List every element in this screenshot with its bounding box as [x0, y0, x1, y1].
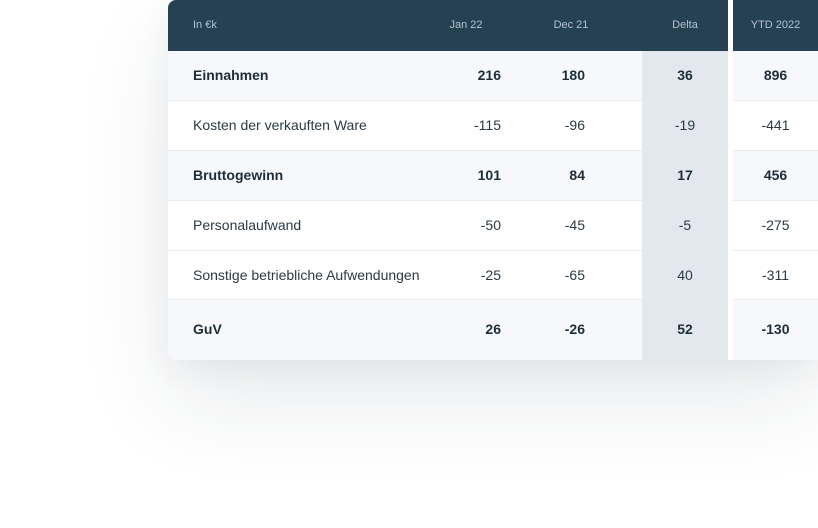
cell-dec-21: 84	[569, 167, 585, 183]
row-divider	[168, 250, 818, 251]
cell-dec-21: -26	[564, 321, 585, 337]
row-label: Kosten der verkauften Ware	[193, 117, 367, 133]
row-divider	[168, 200, 818, 201]
row-sonstige-betriebliche-aufwendungen: Sonstige betriebliche Aufwendungen -25 -…	[168, 251, 818, 300]
cell-delta: -5	[678, 217, 692, 233]
row-bruttogewinn: Bruttogewinn 101 84 17 456	[168, 151, 818, 200]
header-unit-label: In €k	[193, 19, 217, 31]
cell-delta: 40	[677, 267, 693, 283]
cell-delta: 36	[677, 67, 693, 83]
cell-dec-21: -45	[564, 217, 585, 233]
header-delta: Delta	[672, 19, 698, 31]
cell-jan-22: 216	[477, 67, 501, 83]
cell-ytd-2022: -130	[761, 321, 790, 337]
cell-ytd-2022: 456	[763, 167, 788, 183]
cell-jan-22: -50	[480, 217, 501, 233]
cell-ytd-2022: -275	[761, 217, 790, 233]
cell-jan-22: 101	[477, 167, 501, 183]
cell-ytd-2022: -441	[761, 117, 790, 133]
ytd-header-divider	[728, 0, 733, 51]
row-personalaufwand: Personalaufwand -50 -45 -5 -275	[168, 201, 818, 250]
cell-delta: 52	[677, 321, 693, 337]
row-guv: GuV 26 -26 52 -130	[168, 305, 818, 354]
row-einnahmen: Einnahmen 216 180 36 896	[168, 51, 818, 100]
row-divider	[168, 100, 818, 101]
cell-dec-21: -65	[564, 267, 585, 283]
cell-jan-22: -25	[480, 267, 501, 283]
cell-delta: 17	[677, 167, 693, 183]
header-dec-21: Dec 21	[553, 19, 589, 31]
row-label: Einnahmen	[193, 67, 269, 83]
ytd-column-divider	[728, 0, 733, 360]
cell-ytd-2022: -311	[762, 267, 789, 283]
pnl-table-card: In €k Jan 22 Dec 21 Delta YTD 2022 Einna…	[168, 0, 818, 360]
header-ytd-2022: YTD 2022	[750, 19, 801, 31]
cell-dec-21: -96	[564, 117, 585, 133]
row-label: Personalaufwand	[193, 217, 302, 233]
cell-delta: -19	[674, 117, 696, 133]
cell-dec-21: 180	[561, 67, 585, 83]
header-jan-22: Jan 22	[449, 19, 483, 31]
table-header: In €k Jan 22 Dec 21 Delta YTD 2022	[168, 0, 818, 51]
delta-column-highlight	[642, 51, 728, 360]
cell-ytd-2022: 896	[763, 67, 788, 83]
row-label: Sonstige betriebliche Aufwendungen	[193, 267, 420, 283]
row-kosten-der-verkauften-ware: Kosten der verkauften Ware -115 -96 -19 …	[168, 101, 818, 150]
row-label: GuV	[193, 321, 222, 337]
cell-jan-22: -115	[474, 117, 501, 133]
row-divider	[168, 150, 818, 151]
row-label: Bruttogewinn	[193, 167, 284, 183]
cell-jan-22: 26	[485, 321, 501, 337]
row-divider	[168, 299, 818, 300]
